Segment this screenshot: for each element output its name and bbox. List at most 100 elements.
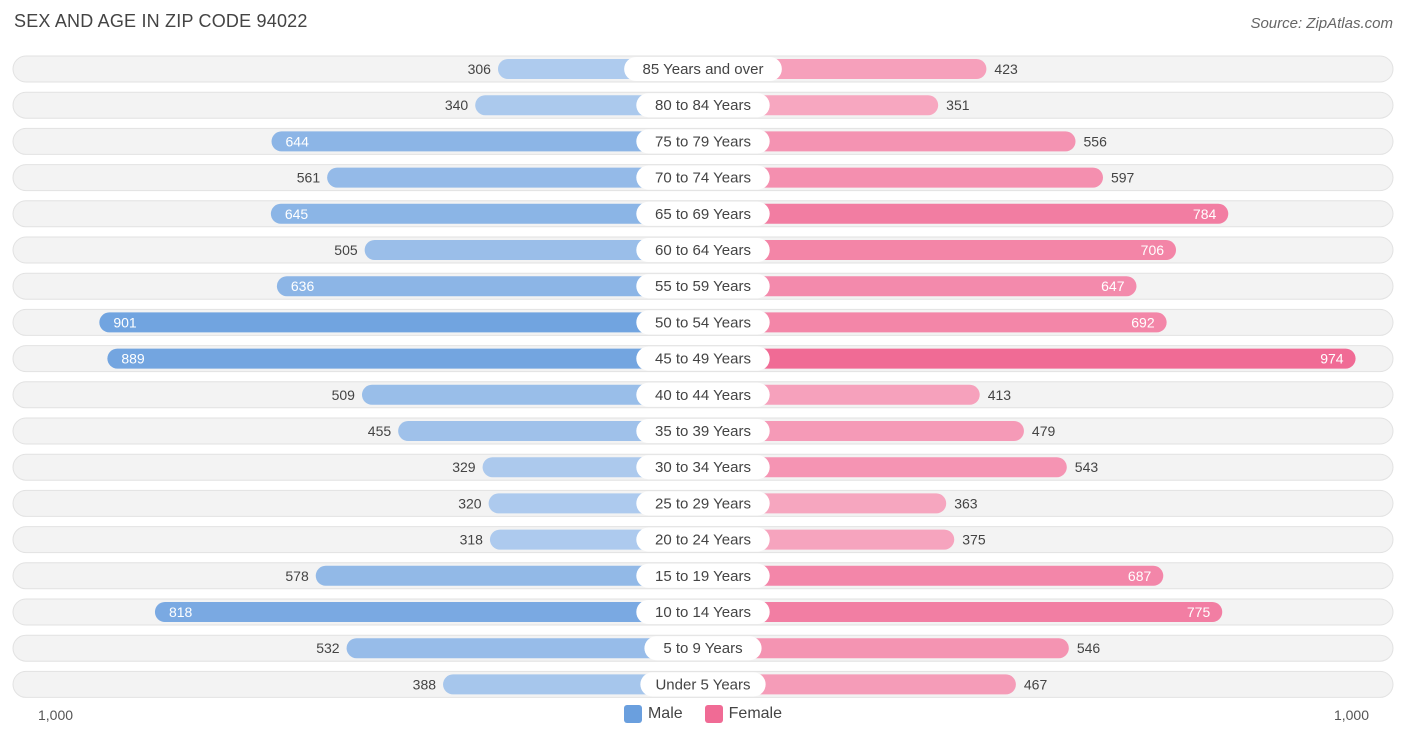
category-label: 20 to 24 Years — [655, 532, 751, 549]
legend-male-label: Male — [647, 705, 683, 722]
row-12: 320 363 25 to 29 Years — [12, 489, 1394, 517]
category-pill — [636, 419, 770, 443]
category-label: 25 to 29 Years — [655, 495, 751, 512]
row-11: 329 543 30 to 34 Years — [12, 453, 1394, 481]
female-value-label: 706 — [1141, 242, 1165, 258]
male-value-label: 636 — [291, 278, 315, 294]
female-value-label: 479 — [1032, 423, 1056, 439]
row-1: 340 351 80 to 84 Years — [12, 91, 1394, 119]
male-value-label: 455 — [368, 423, 392, 439]
female-bar[interactable] — [703, 384, 980, 405]
female-bar[interactable] — [703, 457, 1067, 478]
legend-item-male[interactable]: Male — [623, 705, 683, 723]
female-value-label: 467 — [1024, 676, 1048, 692]
category-pill — [636, 491, 770, 516]
male-value-label: 645 — [285, 206, 309, 222]
category-pill — [636, 600, 770, 624]
female-bar[interactable] — [703, 638, 1069, 659]
male-bar[interactable] — [361, 384, 703, 405]
female-bar[interactable] — [703, 240, 1177, 260]
category-pill — [636, 563, 770, 588]
male-value-label: 318 — [460, 532, 484, 548]
category-pill — [624, 57, 782, 81]
female-value-label: 597 — [1111, 170, 1135, 186]
male-value-label: 329 — [452, 459, 476, 475]
male-bar[interactable] — [107, 348, 704, 369]
male-value-label: 505 — [334, 242, 358, 258]
male-value-label: 532 — [316, 640, 340, 656]
female-value-label: 543 — [1075, 459, 1099, 475]
female-bar[interactable] — [703, 348, 1356, 369]
category-label: 85 Years and over — [643, 61, 764, 78]
category-pill — [636, 238, 770, 262]
female-value-label: 363 — [954, 495, 978, 511]
female-bar[interactable] — [703, 602, 1223, 622]
row-13: 318 375 20 to 24 Years — [12, 526, 1394, 554]
legend: Male Female — [0, 705, 1406, 723]
male-bar[interactable] — [315, 565, 703, 586]
category-label: 60 to 64 Years — [655, 242, 751, 259]
male-value-label: 388 — [413, 676, 437, 692]
male-bar[interactable] — [346, 638, 703, 659]
male-value-label: 509 — [332, 387, 356, 403]
legend-item-female[interactable]: Female — [704, 705, 783, 723]
category-label: 50 to 54 Years — [655, 314, 751, 331]
population-pyramid-chart: 306 423 85 Years and over 340 351 80 to 84 Ye… — [12, 55, 1394, 698]
male-value-label: 901 — [113, 314, 137, 330]
female-bar[interactable] — [703, 312, 1167, 333]
category-pill — [636, 165, 770, 190]
category-label: 10 to 14 Years — [655, 604, 751, 621]
category-pill — [636, 93, 770, 118]
female-bar[interactable] — [703, 131, 1076, 152]
category-pill — [636, 527, 770, 552]
row-7: 901 692 50 to 54 Years — [12, 308, 1394, 336]
female-value-label: 351 — [946, 97, 970, 113]
category-label: 75 to 79 Years — [655, 133, 751, 150]
male-bar[interactable] — [270, 203, 703, 224]
category-pill — [636, 310, 770, 335]
female-value-label: 775 — [1187, 604, 1211, 620]
category-label: 15 to 19 Years — [655, 568, 751, 585]
category-pill — [636, 201, 770, 226]
category-pill — [644, 636, 762, 661]
male-bar[interactable] — [154, 602, 703, 622]
female-value-label: 687 — [1128, 568, 1152, 584]
category-pill — [636, 346, 770, 371]
row-4: 645 784 65 to 69 Years — [12, 200, 1394, 228]
axis-left-label: 1,000 — [38, 707, 74, 723]
category-label: 70 to 74 Years — [655, 170, 751, 187]
row-17: 388 467 Under 5 Years — [12, 670, 1394, 698]
category-label: 80 to 84 Years — [655, 97, 751, 114]
row-2: 644 556 75 to 79 Years — [12, 127, 1394, 155]
male-bar[interactable] — [364, 240, 703, 260]
row-9: 509 413 40 to 44 Years — [12, 381, 1394, 409]
female-bar[interactable] — [703, 203, 1229, 224]
female-bar[interactable] — [703, 167, 1103, 188]
female-value-label: 423 — [994, 61, 1018, 77]
male-bar[interactable] — [398, 421, 703, 441]
female-value-label: 546 — [1077, 640, 1101, 656]
row-10: 455 479 35 to 39 Years — [12, 417, 1394, 445]
female-bar[interactable] — [703, 674, 1016, 695]
female-bar[interactable] — [703, 421, 1024, 441]
female-value-label: 556 — [1084, 133, 1108, 149]
category-label: 55 to 59 Years — [655, 278, 751, 295]
male-bar[interactable] — [271, 131, 703, 152]
row-3: 561 597 70 to 74 Years — [12, 164, 1394, 192]
female-bar[interactable] — [703, 276, 1137, 297]
category-pill — [640, 672, 766, 697]
male-value-label: 320 — [458, 495, 482, 511]
male-bar[interactable] — [443, 674, 703, 695]
male-bar[interactable] — [327, 167, 703, 188]
female-value-label: 375 — [962, 532, 986, 548]
legend-female-label: Female — [728, 705, 783, 722]
row-14: 578 687 15 to 19 Years — [12, 562, 1394, 590]
male-bar[interactable] — [276, 276, 703, 297]
male-swatch — [623, 705, 642, 723]
female-bar[interactable] — [703, 565, 1164, 586]
category-label: 5 to 9 Years — [663, 640, 742, 657]
female-value-label: 974 — [1320, 351, 1344, 367]
row-15: 818 775 10 to 14 Years — [12, 598, 1394, 626]
axis-right-label: 1,000 — [1333, 707, 1369, 723]
male-bar[interactable] — [99, 312, 703, 333]
